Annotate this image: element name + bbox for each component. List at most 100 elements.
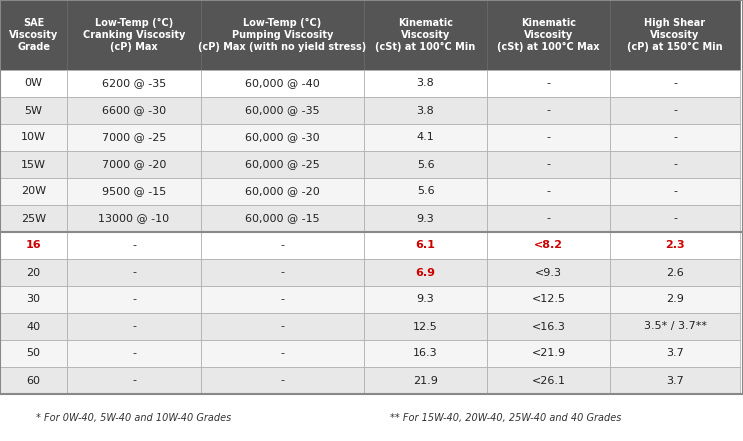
- Bar: [67, 286, 201, 313]
- Bar: [364, 178, 487, 205]
- Text: <9.3: <9.3: [535, 268, 562, 277]
- Text: 4.1: 4.1: [417, 132, 435, 142]
- Bar: [487, 286, 610, 313]
- Text: 16: 16: [26, 240, 42, 250]
- Bar: [201, 286, 364, 313]
- Text: 20: 20: [27, 268, 41, 277]
- Text: -: -: [132, 321, 136, 332]
- Bar: [0, 340, 67, 367]
- Bar: [487, 178, 610, 205]
- Bar: [201, 124, 364, 151]
- Text: 60: 60: [27, 375, 41, 385]
- Text: 16.3: 16.3: [413, 348, 438, 359]
- Bar: [0, 124, 67, 151]
- Text: -: -: [673, 105, 677, 116]
- Text: 9.3: 9.3: [417, 213, 435, 224]
- Bar: [67, 124, 201, 151]
- Text: SAE
Viscosity
Grade: SAE Viscosity Grade: [9, 19, 58, 52]
- Text: 5.6: 5.6: [417, 187, 435, 197]
- Bar: [201, 340, 364, 367]
- Text: -: -: [547, 187, 551, 197]
- Bar: [610, 151, 740, 178]
- Bar: [201, 70, 364, 97]
- Text: 3.7: 3.7: [666, 348, 684, 359]
- Text: -: -: [547, 78, 551, 89]
- Text: ** For 15W-40, 20W-40, 25W-40 and 40 Grades: ** For 15W-40, 20W-40, 25W-40 and 40 Gra…: [389, 412, 621, 422]
- Bar: [487, 367, 610, 394]
- Text: 3.7: 3.7: [666, 375, 684, 385]
- Bar: [67, 313, 201, 340]
- Text: -: -: [281, 268, 285, 277]
- Text: -: -: [673, 213, 677, 224]
- Text: 50: 50: [27, 348, 41, 359]
- Text: 20W: 20W: [21, 187, 46, 197]
- Text: 12.5: 12.5: [413, 321, 438, 332]
- Bar: [610, 367, 740, 394]
- Text: -: -: [673, 187, 677, 197]
- Text: <12.5: <12.5: [531, 295, 565, 304]
- Bar: [487, 97, 610, 124]
- Text: 5W: 5W: [25, 105, 42, 116]
- Bar: [201, 0, 364, 70]
- Bar: [364, 340, 487, 367]
- Text: 5.6: 5.6: [417, 160, 435, 169]
- Bar: [67, 97, 201, 124]
- Bar: [487, 340, 610, 367]
- Text: 13000 @ -10: 13000 @ -10: [98, 213, 169, 224]
- Bar: [487, 313, 610, 340]
- Text: -: -: [132, 240, 136, 250]
- Text: 9.3: 9.3: [417, 295, 435, 304]
- Bar: [0, 259, 67, 286]
- Bar: [0, 70, 67, 97]
- Text: High Shear
Viscosity
(cP) at 150°C Min: High Shear Viscosity (cP) at 150°C Min: [627, 19, 723, 52]
- Text: 3.8: 3.8: [417, 78, 435, 89]
- Text: -: -: [673, 132, 677, 142]
- Bar: [610, 70, 740, 97]
- Bar: [201, 232, 364, 259]
- Bar: [0, 232, 67, 259]
- Bar: [610, 286, 740, 313]
- Bar: [487, 259, 610, 286]
- Text: 60,000 @ -35: 60,000 @ -35: [245, 105, 319, 116]
- Bar: [201, 97, 364, 124]
- Text: 6600 @ -30: 6600 @ -30: [102, 105, 166, 116]
- Bar: [610, 205, 740, 232]
- Text: -: -: [281, 240, 285, 250]
- Text: -: -: [547, 105, 551, 116]
- Text: -: -: [132, 295, 136, 304]
- Bar: [67, 70, 201, 97]
- Bar: [610, 0, 740, 70]
- Bar: [67, 205, 201, 232]
- Bar: [364, 124, 487, 151]
- Text: <21.9: <21.9: [531, 348, 565, 359]
- Bar: [364, 97, 487, 124]
- Bar: [610, 124, 740, 151]
- Text: -: -: [547, 213, 551, 224]
- Bar: [67, 340, 201, 367]
- Bar: [0, 0, 743, 394]
- Text: 30: 30: [27, 295, 41, 304]
- Bar: [487, 151, 610, 178]
- Bar: [364, 232, 487, 259]
- Text: -: -: [547, 160, 551, 169]
- Bar: [0, 367, 67, 394]
- Bar: [610, 97, 740, 124]
- Bar: [487, 124, 610, 151]
- Text: -: -: [281, 295, 285, 304]
- Bar: [487, 70, 610, 97]
- Bar: [0, 178, 67, 205]
- Text: -: -: [281, 348, 285, 359]
- Bar: [201, 259, 364, 286]
- Text: 7000 @ -20: 7000 @ -20: [102, 160, 166, 169]
- Bar: [201, 151, 364, 178]
- Bar: [364, 151, 487, 178]
- Text: -: -: [132, 268, 136, 277]
- Text: 10W: 10W: [21, 132, 46, 142]
- Text: 21.9: 21.9: [413, 375, 438, 385]
- Bar: [610, 340, 740, 367]
- Text: <26.1: <26.1: [531, 375, 565, 385]
- Bar: [0, 0, 67, 70]
- Text: Kinematic
Viscosity
(cSt) at 100°C Max: Kinematic Viscosity (cSt) at 100°C Max: [497, 19, 600, 52]
- Bar: [201, 205, 364, 232]
- Text: 60,000 @ -30: 60,000 @ -30: [245, 132, 319, 142]
